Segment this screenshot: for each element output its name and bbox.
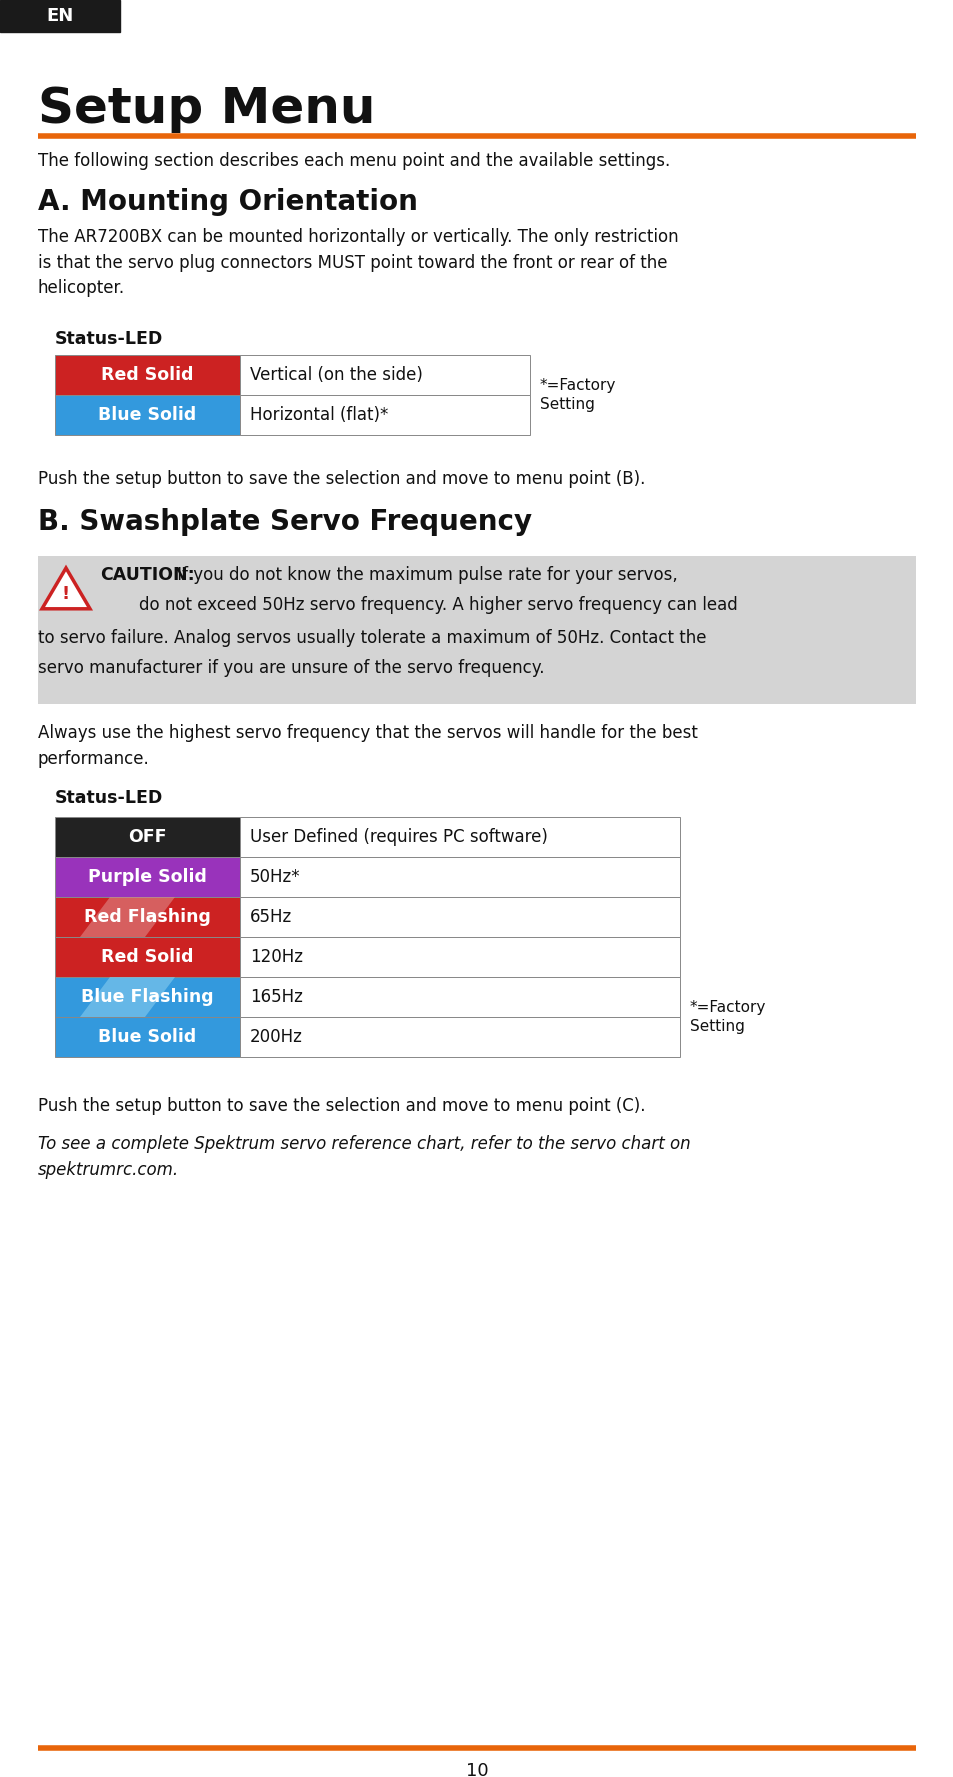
Bar xyxy=(55,897,240,936)
Text: Blue Flashing: Blue Flashing xyxy=(81,988,213,1006)
Text: To see a complete Spektrum servo reference chart, refer to the servo chart on
sp: To see a complete Spektrum servo referen… xyxy=(38,1136,690,1178)
Text: to servo failure. Analog servos usually tolerate a maximum of 50Hz. Contact the: to servo failure. Analog servos usually … xyxy=(38,629,706,647)
Text: OFF: OFF xyxy=(128,828,167,846)
Bar xyxy=(240,817,679,857)
Text: Always use the highest servo frequency that the servos will handle for the best
: Always use the highest servo frequency t… xyxy=(38,723,698,768)
Text: !: ! xyxy=(62,585,70,604)
Text: 50Hz*: 50Hz* xyxy=(250,867,300,887)
Text: 120Hz: 120Hz xyxy=(250,947,303,967)
Bar xyxy=(55,936,240,977)
Bar xyxy=(240,355,530,394)
Bar xyxy=(55,977,240,1016)
Bar xyxy=(55,394,240,435)
Text: Status-LED: Status-LED xyxy=(55,789,163,807)
Text: Red Solid: Red Solid xyxy=(101,947,193,967)
Text: Purple Solid: Purple Solid xyxy=(88,867,207,887)
Text: The following section describes each menu point and the available settings.: The following section describes each men… xyxy=(38,153,670,171)
Bar xyxy=(55,817,240,857)
Bar xyxy=(240,1016,679,1057)
Text: 165Hz: 165Hz xyxy=(250,988,302,1006)
Text: Push the setup button to save the selection and move to menu point (C).: Push the setup button to save the select… xyxy=(38,1096,645,1114)
Text: 10: 10 xyxy=(465,1763,488,1777)
Text: Blue Solid: Blue Solid xyxy=(98,1029,196,1047)
Polygon shape xyxy=(80,977,174,1016)
Bar xyxy=(38,556,915,704)
Text: servo manufacturer if you are unsure of the servo frequency.: servo manufacturer if you are unsure of … xyxy=(38,659,544,677)
Bar xyxy=(0,0,120,32)
Bar xyxy=(240,936,679,977)
Text: EN: EN xyxy=(47,7,73,25)
Polygon shape xyxy=(42,569,90,610)
Text: If you do not know the maximum pulse rate for your servos,: If you do not know the maximum pulse rat… xyxy=(172,567,677,585)
Text: Setup Menu: Setup Menu xyxy=(38,85,375,133)
Bar xyxy=(55,355,240,394)
Text: Push the setup button to save the selection and move to menu point (B).: Push the setup button to save the select… xyxy=(38,469,644,489)
Text: A. Mounting Orientation: A. Mounting Orientation xyxy=(38,188,417,217)
Text: User Defined (requires PC software): User Defined (requires PC software) xyxy=(250,828,547,846)
Text: 200Hz: 200Hz xyxy=(250,1029,302,1047)
Text: do not exceed 50Hz servo frequency. A higher servo frequency can lead: do not exceed 50Hz servo frequency. A hi… xyxy=(118,595,737,615)
Bar xyxy=(55,857,240,897)
Text: *=Factory
Setting: *=Factory Setting xyxy=(539,377,616,412)
Text: Red Flashing: Red Flashing xyxy=(84,908,211,926)
Bar xyxy=(240,897,679,936)
Bar xyxy=(240,857,679,897)
Text: Red Solid: Red Solid xyxy=(101,366,193,384)
Text: CAUTION:: CAUTION: xyxy=(100,567,194,585)
Text: Vertical (on the side): Vertical (on the side) xyxy=(250,366,422,384)
Polygon shape xyxy=(80,897,174,936)
Text: The AR7200BX can be mounted horizontally or vertically. The only restriction
is : The AR7200BX can be mounted horizontally… xyxy=(38,227,678,297)
Text: *=Factory
Setting: *=Factory Setting xyxy=(689,1000,765,1034)
Text: 65Hz: 65Hz xyxy=(250,908,292,926)
Text: Blue Solid: Blue Solid xyxy=(98,405,196,425)
Text: Horizontal (flat)*: Horizontal (flat)* xyxy=(250,405,388,425)
Bar xyxy=(240,394,530,435)
Text: Status-LED: Status-LED xyxy=(55,331,163,348)
Bar xyxy=(240,977,679,1016)
Text: B. Swashplate Servo Frequency: B. Swashplate Servo Frequency xyxy=(38,508,532,537)
Bar xyxy=(55,1016,240,1057)
